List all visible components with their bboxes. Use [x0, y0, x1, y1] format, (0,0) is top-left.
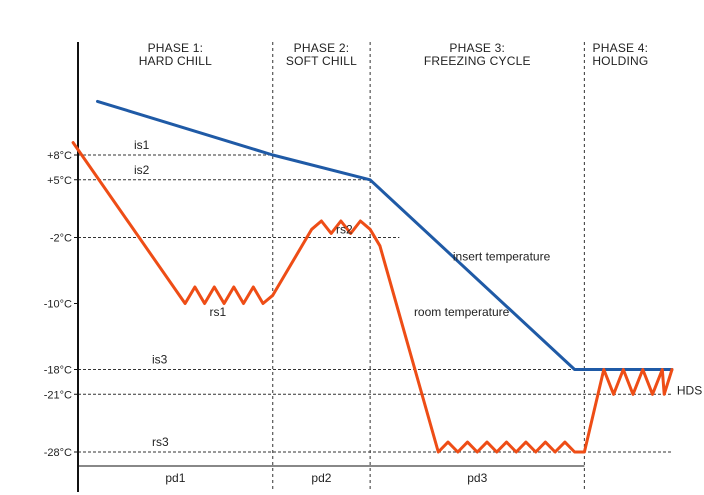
point-label: rs2: [336, 222, 353, 236]
point-label: rs1: [209, 305, 226, 319]
series-label: room temperature: [414, 305, 510, 319]
phase-title: SOFT CHILL: [286, 54, 357, 68]
y-tick-label: -2°C: [50, 233, 72, 245]
y-tick-label: -21°C: [44, 389, 72, 401]
y-tick-label: -28°C: [44, 447, 72, 459]
y-tick-label: +5°C: [47, 175, 72, 187]
phase-title: HARD CHILL: [139, 54, 212, 68]
phase-title: PHASE 1:: [148, 41, 204, 55]
duration-label: pd3: [467, 471, 487, 485]
duration-label: pd2: [311, 471, 331, 485]
setpoint-label: is1: [134, 138, 150, 152]
y-tick-label: -10°C: [44, 299, 72, 311]
phase-dividers: [272, 42, 585, 492]
duration-label: pd1: [165, 471, 185, 485]
setpoint-lines: [78, 154, 672, 453]
y-tick-label: -18°C: [44, 365, 72, 377]
setpoint-label: is2: [134, 163, 150, 177]
phase-title: HOLDING: [592, 54, 648, 68]
phase-title: PHASE 4:: [593, 41, 649, 55]
axes: [74, 42, 585, 492]
y-tick-label: +8°C: [47, 150, 72, 162]
insert-temperature-line: [96, 99, 674, 371]
room-temperature-line: [71, 141, 674, 454]
setpoint-label: is3: [152, 353, 168, 367]
chart-labels: PHASE 1:HARD CHILL PHASE 2:SOFT CHILL PHAS…: [44, 41, 702, 485]
phase-title: FREEZING CYCLE: [424, 54, 531, 68]
series-label: insert temperature: [453, 250, 551, 264]
phase-title: PHASE 2:: [294, 41, 350, 55]
setpoint-label: rs3: [152, 435, 169, 449]
series-lines: [71, 99, 674, 454]
point-label: HDS: [677, 383, 702, 397]
phase-title: PHASE 3:: [449, 41, 505, 55]
